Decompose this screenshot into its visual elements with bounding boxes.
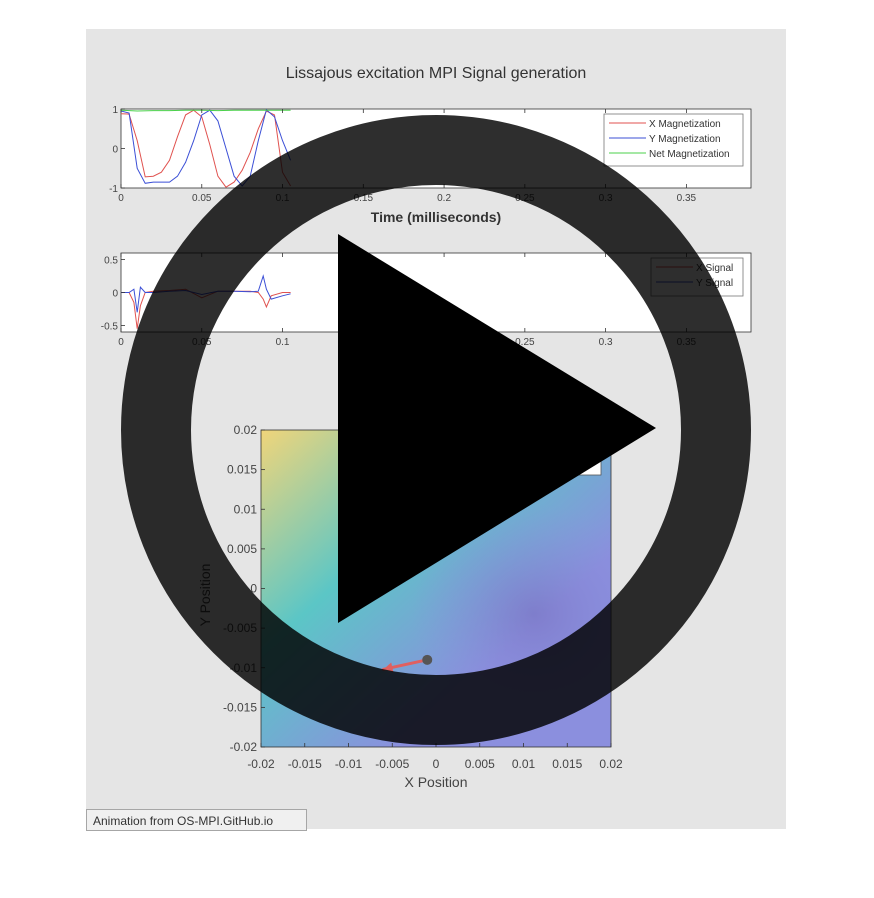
- fov-x-tick-label: 0: [433, 757, 440, 771]
- fov-x-tick-label: 0.02: [599, 757, 623, 771]
- ffp-position-marker: [422, 654, 433, 665]
- fov-x-tick-label: -0.01: [335, 757, 363, 771]
- p1-series-x-magnetization: [120, 109, 292, 188]
- p2-y-tick-label: 0: [112, 289, 118, 300]
- p1-legend-entry: Y Magnetization: [649, 134, 721, 145]
- figure-caption: Animation from OS-MPI.GitHub.io: [86, 809, 307, 831]
- p2-x-tick-label: 0.3: [599, 337, 613, 348]
- p2-y-tick-label: -0.5: [101, 321, 119, 332]
- p1-x-tick-label: 0.2: [437, 193, 451, 204]
- fov-y-tick-label: 0.01: [234, 502, 258, 516]
- magnetization-x-axis-label: Time (milliseconds): [371, 209, 501, 225]
- figure-title: Lissajous excitation MPI Signal generati…: [286, 65, 587, 82]
- fov-x-tick-label: 0.005: [465, 757, 495, 771]
- p1-x-tick-label: 0: [118, 193, 124, 204]
- magnetization-vector-arrowhead: [383, 662, 394, 673]
- fov-y-tick-label: 0.015: [227, 463, 257, 477]
- p1-series-net-magnetization: [120, 109, 291, 112]
- p1-series-y-magnetization: [120, 108, 292, 187]
- p1-x-tick-label: 0.15: [354, 193, 374, 204]
- play-triangle-icon: [338, 234, 656, 623]
- p2-legend-entry: X Signal: [696, 263, 733, 274]
- p2-x-tick-label: 0.25: [515, 337, 535, 348]
- fov-x-tick-label: 0.01: [512, 757, 536, 771]
- fov-y-tick-label: -0.02: [230, 740, 258, 754]
- fov-x-tick-label: -0.005: [375, 757, 409, 771]
- fov-y-tick-label: 0.02: [234, 423, 258, 437]
- fov-x-tick-label: -0.02: [247, 757, 275, 771]
- p1-legend-entry: Net Magnetization: [649, 149, 730, 160]
- p1-legend-entry: X Magnetization: [649, 119, 721, 130]
- fov-x-axis-label: X Position: [404, 774, 467, 790]
- p1-x-tick-label: 0.05: [192, 193, 212, 204]
- p2-x-tick-label: 0: [118, 337, 124, 348]
- fov-x-tick-label: 0.015: [552, 757, 582, 771]
- play-ring-icon: [121, 115, 751, 745]
- p1-y-tick-label: -1: [109, 184, 118, 195]
- play-overlay-icon[interactable]: [121, 115, 751, 745]
- p1-x-tick-label: 0.35: [677, 193, 697, 204]
- fov-x-tick-label: -0.015: [288, 757, 322, 771]
- p2-y-tick-label: 0.5: [104, 256, 118, 267]
- magnetization-legend: X Magnetization Y Magnetization Net Magnet…: [603, 113, 744, 167]
- fov-y-tick-label: 0.005: [227, 542, 257, 556]
- p1-y-tick-label: 1: [112, 105, 118, 116]
- p1-y-tick-label: 0: [112, 145, 118, 156]
- fov-y-tick-label: 0: [250, 582, 257, 596]
- p2-x-tick-label: 0.1: [276, 337, 290, 348]
- fov-y-tick-label: -0.015: [223, 700, 257, 714]
